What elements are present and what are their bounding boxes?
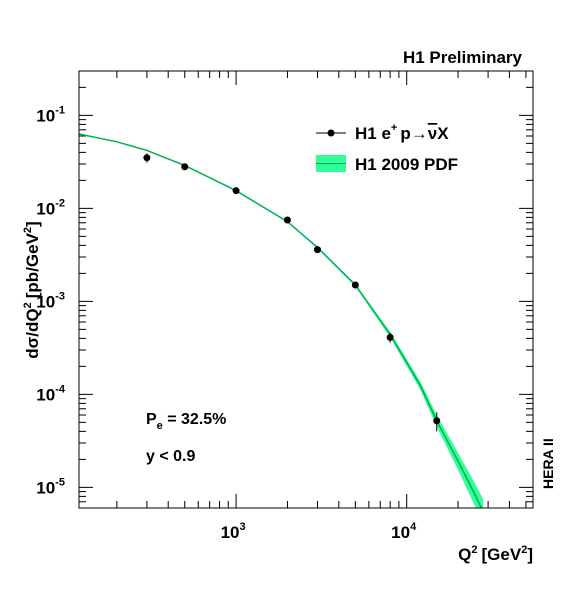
y-tick-label: 10-5: [36, 476, 65, 497]
annotation-polarisation-p: P: [146, 411, 157, 428]
legend: H1 e+ p→νX H1 2009 PDF: [316, 122, 458, 174]
y-tick-label: 10-3: [36, 290, 65, 311]
side-label: HERA II: [540, 438, 556, 489]
x-tick-label: 103: [221, 521, 246, 542]
data-point: [283, 216, 291, 224]
data-point: [181, 163, 189, 171]
legend-points-marker: [327, 129, 335, 137]
y-tick-label: 10-4: [36, 383, 66, 404]
data-point: [313, 246, 321, 254]
x-axis-label-sup: 2: [471, 544, 477, 556]
data-point: [433, 417, 441, 425]
y-axis-label-sup: 2: [22, 302, 34, 308]
y-axis-label-main: dσ/dQ: [23, 308, 42, 358]
data-point: [232, 187, 240, 195]
legend-points-c: ν: [428, 124, 437, 143]
x-axis-label: Q2 [GeV2]: [458, 544, 533, 564]
y-tick-label: 10-2: [36, 197, 65, 218]
data-points: [143, 153, 441, 432]
x-axis-label-unit-sup: 2: [521, 544, 527, 556]
chart-title: H1 Preliminary: [403, 48, 523, 67]
y-axis-label-close: ]: [23, 221, 42, 227]
legend-band-label: H1 2009 PDF: [355, 155, 458, 174]
y-tick-label: 10-1: [36, 104, 65, 125]
axis-tick-labels: 103 104 10-5 10-4 10-3 10-2 10-1: [36, 104, 417, 542]
x-axis-label-main: Q: [458, 545, 471, 564]
y-axis-label-unit: [pb/GeV: [23, 232, 42, 298]
annotation-polarisation-rest: = 32.5%: [163, 411, 227, 428]
annotation-polarisation: Pe = 32.5%: [146, 411, 226, 432]
legend-points-d: X: [437, 124, 449, 143]
plot-frame: [78, 70, 534, 509]
annotation-y-cut: y < 0.9: [146, 448, 195, 465]
data-point: [351, 281, 359, 289]
legend-points-label: H1 e+ p→νX: [355, 122, 449, 143]
x-axis-label-close: ]: [527, 545, 533, 564]
data-point: [143, 154, 151, 162]
y-axis-label: dσ/dQ2[pb/GeV2]: [22, 221, 42, 358]
pdf-band: [79, 134, 483, 508]
legend-points-b: p→: [400, 124, 427, 143]
annotation-polarisation-sub: e: [157, 420, 163, 432]
pdf-curve: [79, 133, 483, 508]
legend-points-a: H1 e: [355, 124, 391, 143]
data-point: [386, 333, 394, 341]
legend-points-a-sup: +: [391, 122, 397, 134]
y-axis-label-unit-sup: 2: [22, 227, 34, 233]
axis-ticks: [79, 71, 533, 509]
x-axis-label-unit: [GeV: [482, 545, 522, 564]
x-tick-label: 104: [391, 521, 417, 542]
